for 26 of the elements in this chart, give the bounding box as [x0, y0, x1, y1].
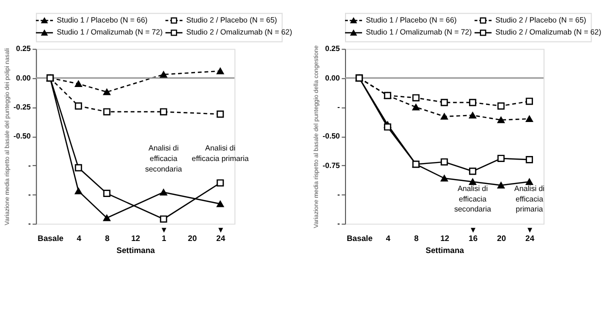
y-tick-label: -	[337, 102, 340, 112]
annotation: Analisi di efficacia secondaria	[145, 144, 183, 174]
legend-label: Studio 2 / Placebo (N = 65)	[186, 15, 278, 24]
legend-label: Studio 2 / Omalizumab (N = 62)	[495, 28, 602, 37]
legend-label: Studio 1 / Omalizumab (N = 72)	[56, 28, 164, 37]
y-tick-label: 0.25	[16, 44, 31, 54]
y-tick-label: -0.50	[322, 132, 340, 141]
y-tick-label: -	[28, 219, 32, 228]
y-tick-label: -	[337, 190, 340, 199]
y-tick-label: -	[28, 160, 32, 170]
y-tick-label: 0.00	[16, 73, 31, 82]
annotation: Analisi di efficacia primaria	[192, 144, 250, 164]
annotation: Analisi di efficacia secondaria	[454, 184, 492, 214]
annotation: Analisi di efficacia primaria	[514, 184, 545, 214]
legend-label: Studio 2 / Placebo (N = 65)	[495, 15, 587, 24]
legend-label: Studio 2 / Omalizumab (N = 62)	[186, 28, 293, 37]
y-tick-label: -0.25	[14, 102, 31, 112]
y-tick-label: -0.75	[322, 160, 340, 170]
y-tick-label: -	[337, 219, 340, 228]
legend-label: Studio 1 / Placebo (N = 66)	[56, 15, 148, 24]
y-tick-label: -	[28, 190, 32, 199]
legend-label: Studio 1 / Omalizumab (N = 72)	[366, 28, 472, 37]
y-tick-label: 0.25	[325, 44, 340, 54]
legend-label: Studio 1 / Placebo (N = 66)	[366, 15, 458, 24]
y-tick-label: 0.00	[325, 73, 340, 82]
y-tick-label: -0.50	[14, 132, 31, 141]
